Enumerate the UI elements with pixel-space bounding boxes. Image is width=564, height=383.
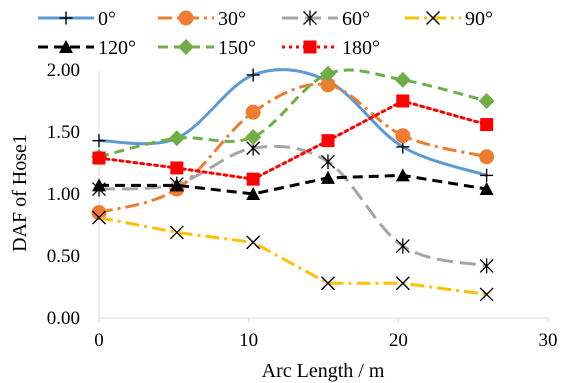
data-point xyxy=(92,134,106,148)
data-point xyxy=(246,68,260,82)
series-line xyxy=(98,82,488,215)
data-point xyxy=(479,182,494,196)
series-line xyxy=(99,173,487,196)
data-point xyxy=(319,65,336,82)
x-tick-label: 0 xyxy=(94,330,104,351)
series-150° xyxy=(91,65,495,165)
series-180° xyxy=(92,94,494,186)
data-point xyxy=(246,235,261,250)
data-point xyxy=(395,168,410,182)
legend-marker xyxy=(178,39,194,55)
legend-marker xyxy=(59,40,73,53)
legend-item: 180° xyxy=(282,37,380,59)
data-point xyxy=(480,118,494,132)
data-point xyxy=(92,151,106,165)
legend-label: 120° xyxy=(98,37,136,59)
data-point xyxy=(169,178,184,192)
data-point xyxy=(394,71,411,88)
legend-item: 30° xyxy=(158,8,246,30)
y-tick-label: 1.50 xyxy=(47,122,80,143)
data-point xyxy=(321,154,335,170)
data-point xyxy=(169,225,184,240)
data-point xyxy=(396,94,410,108)
data-point xyxy=(395,128,411,144)
x-axis-label: Arc Length / m xyxy=(262,360,385,382)
data-point xyxy=(479,287,494,302)
chart-series xyxy=(91,65,495,302)
y-tick-label: 1.00 xyxy=(47,184,80,205)
legend-marker xyxy=(178,10,194,26)
legend-item: 90° xyxy=(405,8,493,30)
series-line xyxy=(98,68,488,159)
y-tick-label: 2.00 xyxy=(47,60,80,81)
legend-marker xyxy=(303,40,317,54)
data-point xyxy=(479,149,495,165)
data-point xyxy=(246,187,261,200)
legend-marker xyxy=(303,10,317,26)
x-tick-label: 10 xyxy=(239,330,258,351)
legend-label: 90° xyxy=(465,8,493,30)
legend-marker xyxy=(426,11,440,25)
legend-marker xyxy=(59,11,73,25)
series-line xyxy=(97,99,489,181)
data-point xyxy=(395,276,410,291)
legend-item: 0° xyxy=(38,8,116,30)
data-point xyxy=(320,276,335,291)
data-point xyxy=(91,205,107,221)
data-point xyxy=(321,134,335,148)
x-tick-label: 30 xyxy=(539,330,558,351)
series-0° xyxy=(92,68,494,182)
series-90° xyxy=(92,210,494,302)
legend-label: 150° xyxy=(218,37,256,59)
chart-axes: 0 10 20 30 0.00 0.50 1.00 1.50 2.00 xyxy=(47,60,558,351)
x-tick-label: 20 xyxy=(389,330,408,351)
data-point xyxy=(320,170,335,184)
y-tick-label: 0.00 xyxy=(47,308,80,329)
legend-label: 0° xyxy=(98,8,116,30)
data-point xyxy=(246,172,260,186)
legend-label: 180° xyxy=(342,37,380,59)
data-point xyxy=(478,93,495,109)
legend-label: 30° xyxy=(218,8,246,30)
y-tick-label: 0.50 xyxy=(47,246,80,267)
y-axis-label: DAF of Hose1 xyxy=(9,134,31,252)
legend-item: 60° xyxy=(282,8,370,30)
data-point xyxy=(395,238,410,254)
legend-label: 60° xyxy=(342,8,370,30)
data-point xyxy=(320,77,336,93)
legend-item: 120° xyxy=(38,37,136,59)
data-point xyxy=(245,128,262,145)
series-30° xyxy=(91,77,495,221)
series-120° xyxy=(92,168,494,200)
data-point xyxy=(92,178,106,192)
data-point xyxy=(170,161,184,175)
chart-legend: 0° 30° 60° 90° 120° 150° 180° xyxy=(38,8,493,59)
series-line xyxy=(98,216,487,296)
data-point xyxy=(479,258,494,274)
data-point xyxy=(480,168,494,182)
legend-item: 150° xyxy=(158,37,256,59)
data-point xyxy=(92,210,106,225)
data-point xyxy=(245,104,261,120)
data-point xyxy=(168,130,185,147)
